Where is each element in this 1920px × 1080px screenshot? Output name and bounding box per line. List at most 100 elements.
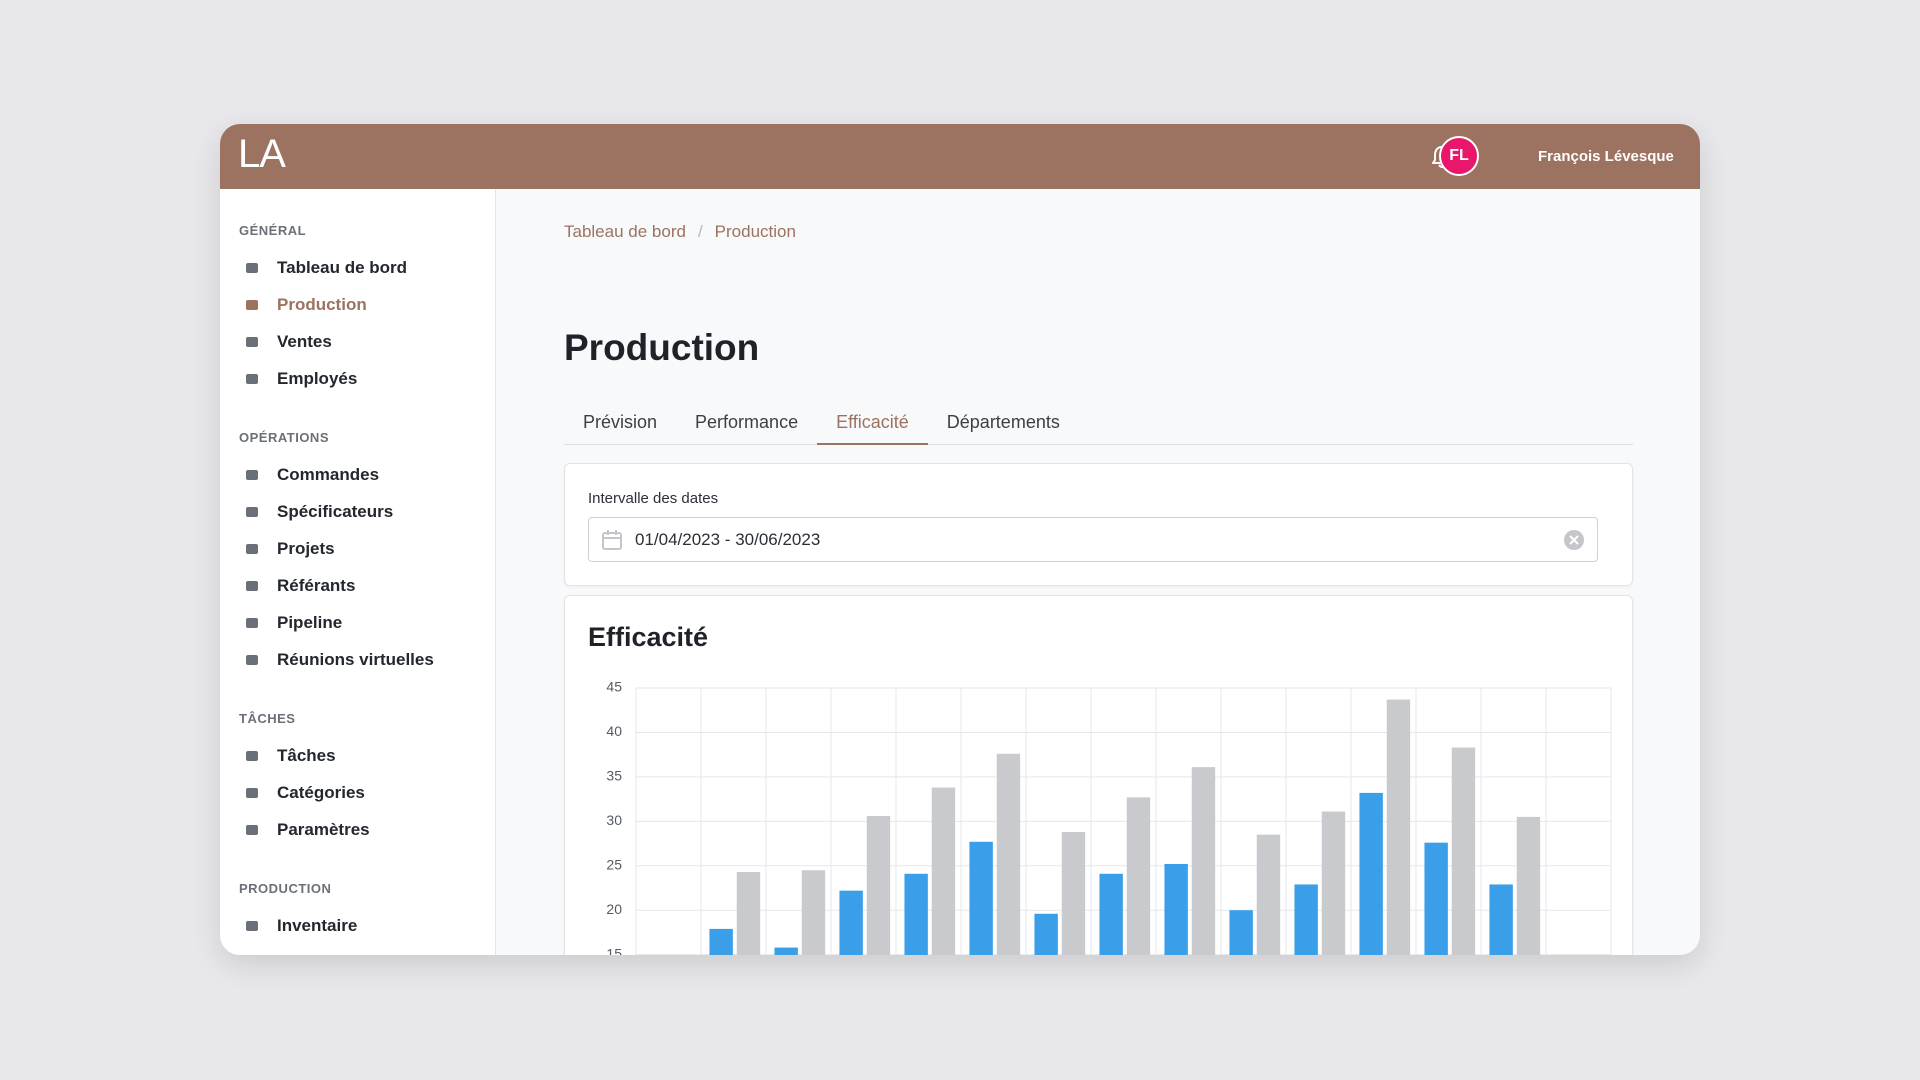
bar: [1126, 797, 1151, 955]
bar: [1229, 910, 1253, 955]
avatar[interactable]: FL: [1439, 136, 1479, 176]
bar: [1061, 832, 1086, 955]
bar: [1424, 842, 1448, 955]
bar: [1386, 699, 1411, 955]
bar: [1451, 747, 1476, 955]
nav-item[interactable]: Catégories: [220, 774, 495, 811]
bar: [1256, 834, 1281, 955]
nav-label: Tâches: [277, 745, 336, 765]
bar: [866, 816, 891, 955]
nav-section-title: TÂCHES: [239, 711, 296, 726]
filter-panel: Intervalle des dates 01/04/2023 - 30/06/…: [564, 463, 1633, 586]
nav-icon: [246, 750, 258, 761]
bar: [709, 928, 733, 955]
date-range-input[interactable]: 01/04/2023 - 30/06/2023: [588, 517, 1598, 562]
nav-item[interactable]: Inventaire: [220, 907, 495, 944]
breadcrumb-current: Production: [714, 222, 796, 241]
nav-item[interactable]: Réunions virtuelles: [220, 641, 495, 678]
nav-item[interactable]: Paramètres: [220, 811, 495, 848]
bar: [774, 947, 798, 955]
nav-section: GÉNÉRAL Tableau de bord Production Ventes Em…: [220, 212, 495, 397]
nav-item[interactable]: Référants: [220, 567, 495, 604]
bar: [1164, 864, 1188, 955]
nav-icon: [246, 262, 258, 273]
nav-icon: [246, 543, 258, 554]
nav-icon: [246, 469, 258, 480]
y-tick-label: 25: [606, 856, 622, 872]
user-name[interactable]: François Lévesque: [1538, 148, 1674, 165]
nav-item[interactable]: Pipeline: [220, 604, 495, 641]
bar: [1321, 811, 1346, 955]
nav-item[interactable]: Commandes: [220, 456, 495, 493]
date-range-value: 01/04/2023 - 30/06/2023: [635, 530, 821, 549]
nav-label: Tableau de bord: [277, 257, 408, 277]
nav-label: Pipeline: [277, 612, 343, 632]
bar: [736, 872, 761, 955]
nav-icon: [246, 299, 258, 310]
top-bar: LA FL François Lévesque: [220, 124, 1700, 189]
nav-label: Employés: [277, 368, 358, 388]
nav-icon: [246, 506, 258, 517]
nav-label: Production: [277, 294, 367, 314]
tabs: Prévision Performance Efficacité Départe…: [564, 401, 1633, 445]
y-tick-label: 35: [606, 768, 622, 784]
nav-section: OPÉRATIONS Commandes Spécificateurs Projets…: [220, 419, 495, 678]
nav-section-title: GÉNÉRAL: [239, 223, 307, 238]
logo[interactable]: LA: [238, 132, 286, 176]
bar: [1516, 816, 1541, 955]
y-tick-label: 15: [606, 945, 622, 955]
nav-label: Inventaire: [277, 915, 358, 935]
bar: [1294, 884, 1318, 955]
nav-label: Paramètres: [277, 819, 370, 839]
nav-label: Ventes: [277, 331, 332, 351]
y-tick-label: 30: [606, 812, 622, 828]
nav-label: Réunions virtuelles: [277, 649, 434, 669]
nav-item[interactable]: Projets: [220, 530, 495, 567]
bar: [969, 841, 993, 955]
tab[interactable]: Performance: [695, 412, 799, 432]
bar: [839, 890, 863, 955]
nav-section: TÂCHES Tâches Catégories Paramètres: [220, 700, 495, 848]
bar: [1191, 767, 1216, 955]
nav-icon: [246, 824, 258, 835]
nav-label: Catégories: [277, 782, 365, 802]
nav-section: PRODUCTION Inventaire: [220, 870, 495, 944]
nav-icon: [246, 654, 258, 665]
clear-button[interactable]: [1563, 529, 1585, 551]
nav-item[interactable]: Tâches: [220, 737, 495, 774]
nav-item[interactable]: Spécificateurs: [220, 493, 495, 530]
bar: [931, 787, 956, 955]
field-label: Intervalle des dates: [588, 490, 719, 507]
calendar-icon: [602, 530, 622, 550]
tab-active[interactable]: Efficacité: [817, 401, 928, 445]
nav-section-title: OPÉRATIONS: [239, 430, 329, 445]
nav-icon: [246, 373, 258, 384]
breadcrumb: Tableau de bord / Production: [564, 222, 796, 242]
nav-label: Projets: [277, 538, 335, 558]
page-title: Production: [564, 327, 760, 368]
bar: [1489, 884, 1513, 955]
tab[interactable]: Départements: [946, 412, 1060, 432]
nav-icon: [246, 580, 258, 591]
tab[interactable]: Prévision: [583, 412, 658, 432]
nav-icon: [246, 617, 258, 628]
y-tick-label: 45: [606, 679, 622, 695]
bar: [1099, 873, 1123, 955]
main-content: Tableau de bord / Production Production Pr…: [497, 189, 1700, 955]
y-tick-label: 20: [606, 901, 622, 917]
app-window: LA FL François Lévesque GÉNÉRAL Tableau d…: [220, 124, 1700, 955]
nav-item[interactable]: Ventes: [220, 323, 495, 360]
bar: [1034, 913, 1058, 955]
nav-item[interactable]: Employés: [220, 360, 495, 397]
nav-item[interactable]: Production: [220, 286, 495, 323]
nav-label: Référants: [277, 575, 356, 595]
nav-item[interactable]: Tableau de bord: [220, 249, 495, 286]
chart-title: Efficacité: [588, 622, 709, 652]
nav-label: Spécificateurs: [277, 501, 394, 521]
nav-label: Commandes: [277, 464, 380, 484]
breadcrumb-link[interactable]: Tableau de bord: [564, 222, 686, 241]
nav-icon: [246, 787, 258, 798]
bar: [904, 873, 928, 955]
